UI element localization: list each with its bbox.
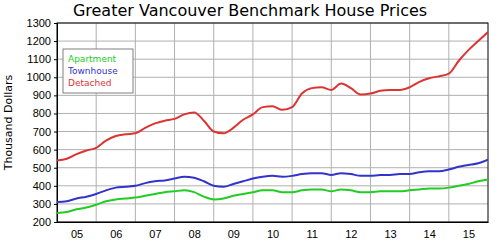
y-tick-label: 1000 bbox=[27, 71, 51, 83]
x-tick-label: 08 bbox=[189, 228, 201, 240]
x-axis: 05 06 07 08 09 10 11 12 13 14 15 bbox=[58, 222, 489, 240]
legend-box bbox=[63, 49, 133, 93]
y-tick: 900 bbox=[33, 89, 57, 101]
x-tick-label: 11 bbox=[306, 228, 317, 240]
y-tick-label: 800 bbox=[33, 107, 51, 119]
legend-entry: Detached bbox=[68, 78, 111, 88]
legend: Apartment Townhouse Detached bbox=[63, 49, 133, 93]
x-tick-label: 07 bbox=[149, 228, 161, 240]
x-tick-label: 13 bbox=[384, 228, 396, 240]
y-tick-label: 400 bbox=[33, 180, 51, 192]
y-tick: 700 bbox=[33, 126, 57, 138]
y-tick: 1000 bbox=[27, 71, 57, 83]
y-grid-line bbox=[57, 95, 488, 96]
x-tick: 14 bbox=[424, 222, 436, 240]
y-tick: 400 bbox=[33, 180, 57, 192]
x-tick-label: 12 bbox=[345, 228, 357, 240]
y-grid-line bbox=[57, 149, 488, 150]
y-grid-line bbox=[57, 203, 488, 204]
x-tick: 06 bbox=[110, 222, 122, 240]
x-tick-label: 10 bbox=[267, 228, 279, 240]
x-grid-line bbox=[448, 23, 449, 222]
y-tick-label: 1200 bbox=[27, 35, 51, 47]
x-tick-label: 14 bbox=[424, 228, 436, 240]
x-tick: 07 bbox=[149, 222, 161, 240]
plot-area bbox=[57, 23, 488, 222]
y-tick: 300 bbox=[33, 198, 57, 210]
x-grid-line bbox=[213, 23, 214, 222]
y-tick-label: 1100 bbox=[27, 53, 51, 65]
y-tick: 800 bbox=[33, 107, 57, 119]
plot-frame bbox=[57, 23, 488, 222]
legend-entry: Townhouse bbox=[67, 66, 118, 76]
grid bbox=[57, 23, 488, 222]
x-tick-label: 15 bbox=[463, 228, 475, 240]
x-tick: 10 bbox=[267, 222, 279, 240]
series-line bbox=[57, 179, 488, 212]
x-tick: 15 bbox=[463, 222, 475, 240]
x-tick: 05 bbox=[71, 222, 83, 240]
legend-entry: Apartment bbox=[68, 54, 117, 64]
x-tick: 11 bbox=[306, 222, 317, 240]
x-tick-label: 05 bbox=[71, 228, 83, 240]
y-tick: 200 bbox=[33, 216, 57, 228]
y-tick-label: 600 bbox=[33, 144, 51, 156]
y-tick-label: 300 bbox=[33, 198, 51, 210]
x-tick: 08 bbox=[189, 222, 201, 240]
y-axis: 200 300 400 500 600 700 800 900 1000 1100 1200 1300 bbox=[27, 17, 58, 228]
y-tick-label: 500 bbox=[33, 162, 51, 174]
y-tick-label: 200 bbox=[33, 216, 51, 228]
y-grid-line bbox=[57, 131, 488, 132]
x-tick-label: 09 bbox=[228, 228, 240, 240]
x-tick: 12 bbox=[345, 222, 357, 240]
y-tick: 1200 bbox=[27, 35, 57, 47]
y-grid-line bbox=[57, 41, 488, 42]
series-line bbox=[57, 32, 488, 160]
x-grid-line bbox=[135, 23, 136, 222]
y-grid-line bbox=[57, 167, 488, 168]
y-tick-label: 900 bbox=[33, 89, 51, 101]
y-tick: 500 bbox=[33, 162, 57, 174]
y-axis-title: Thousand Dollars bbox=[2, 74, 15, 171]
x-tick: 13 bbox=[384, 222, 396, 240]
x-tick-label: 06 bbox=[110, 228, 122, 240]
y-grid-line bbox=[57, 113, 488, 114]
y-tick-label: 1300 bbox=[27, 17, 51, 29]
series-line bbox=[57, 160, 488, 203]
chart: 200 300 400 500 600 700 800 900 1000 1100 1200 1300… bbox=[0, 0, 500, 250]
x-grid-line bbox=[409, 23, 410, 222]
title: Greater Vancouver Benchmark House Prices bbox=[73, 1, 427, 20]
y-tick: 1100 bbox=[27, 53, 57, 65]
lines bbox=[57, 32, 488, 213]
x-tick: 09 bbox=[228, 222, 240, 240]
y-tick: 1300 bbox=[27, 17, 57, 29]
y-tick: 600 bbox=[33, 144, 57, 156]
y-tick-label: 700 bbox=[33, 126, 51, 138]
